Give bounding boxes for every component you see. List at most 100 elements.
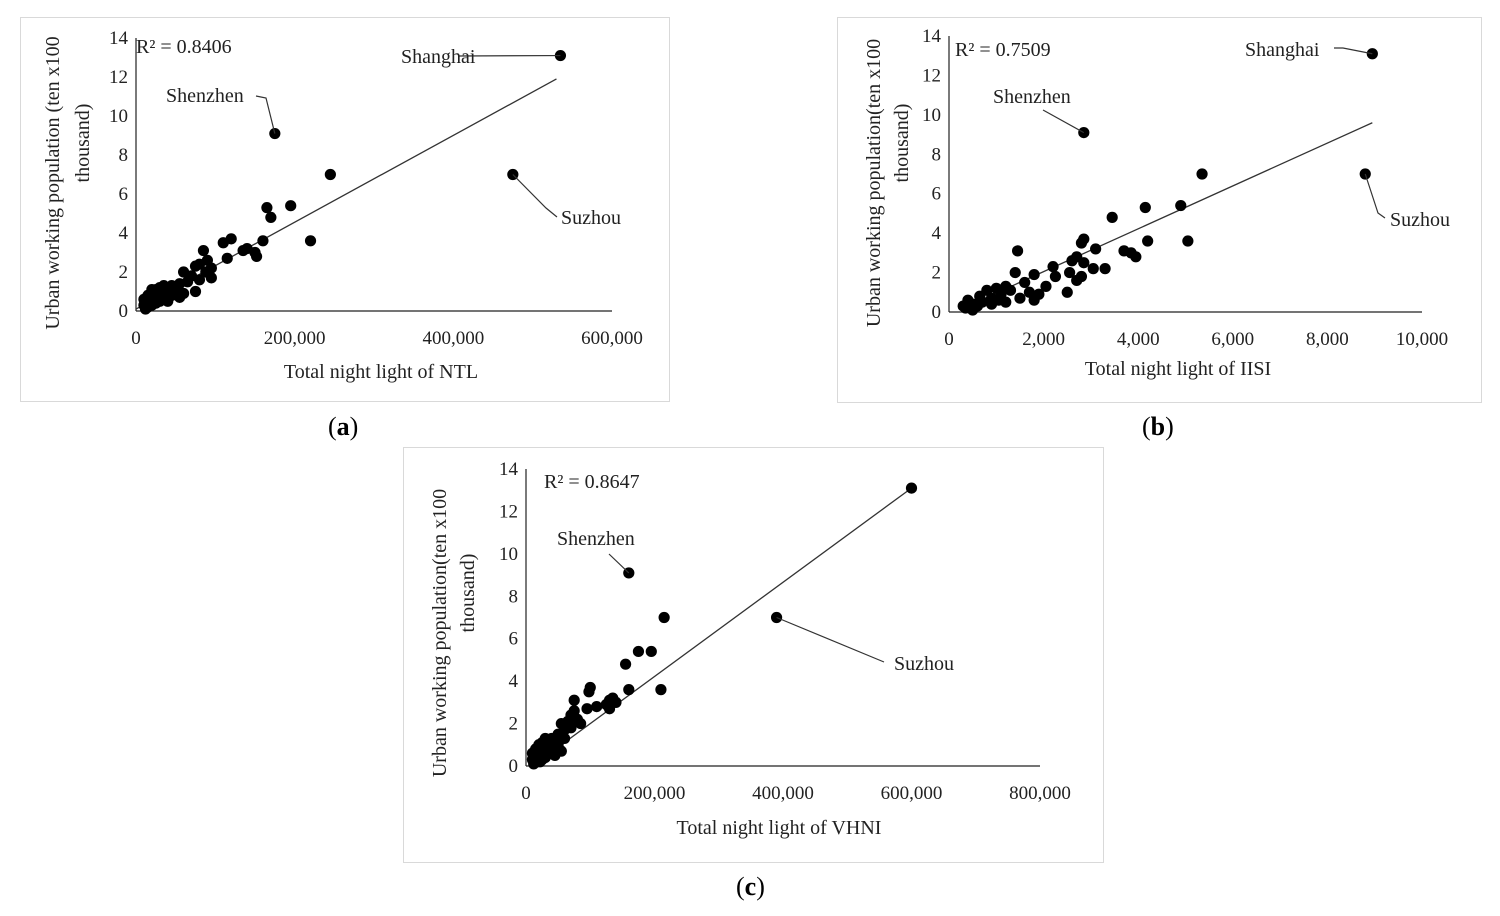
scatter-plot-c: 0 2 4 6 8 10 12 14 0 200,000 400,000 600,000 800,000… [429,459,1071,839]
x-tick-label: 6,000 [1211,329,1254,350]
data-point [217,237,229,249]
data-point [1130,251,1142,263]
data-point [645,645,657,658]
data-point-shanghai [1366,48,1378,60]
y-axis-label-line2: thousand) [891,104,913,183]
x-axis-label: Total night light of IISI [1085,358,1271,380]
data-point [534,756,546,768]
y-tick-label: 4 [509,671,519,692]
y-tick-label: 10 [109,106,128,127]
data-point [1014,292,1026,304]
x-tick-label: 8,000 [1306,329,1349,350]
x-tick-label: 0 [131,328,141,349]
data-point [658,611,670,624]
annotation-suzhou: Suzhou [561,207,621,229]
y-axis-label: Urban working population(ten x100 [863,39,885,327]
annotation-shanghai: Shanghai [401,46,476,68]
data-point [1075,237,1088,249]
chart-panel-c: 0 2 4 6 8 10 12 14 0 200,000 400,000 600,000 800,000… [403,447,1104,863]
x-tick-label: 4,000 [1117,329,1160,350]
x-tick-label: 800,000 [1009,783,1071,804]
data-point-shanghai [905,482,918,494]
data-point [1009,266,1021,279]
caption-c: (c) [736,872,765,901]
data-point [1028,268,1040,281]
annotation-suzhou: Suzhou [1390,209,1450,231]
y-tick-label: 2 [509,714,519,735]
annotation-shenzhen: Shenzhen [166,85,244,107]
annotation-shenzhen: Shenzhen [557,528,635,550]
chart-panel-a: 0 2 4 6 8 10 12 14 0 200,000 400,000 600,000 Total n… [20,17,670,402]
data-point [1106,211,1118,223]
x-tick-label: 200,000 [624,783,686,804]
annotation-leader-suzhou [776,616,885,663]
data-point [265,211,277,223]
data-point [619,658,632,670]
data-point [257,235,269,247]
data-point [189,285,202,298]
y-tick-label: 14 [109,28,129,49]
scatter-plot-a: 0 2 4 6 8 10 12 14 0 200,000 400,000 600,000 Total n… [42,28,643,383]
annotation-shenzhen: Shenzhen [993,86,1071,108]
data-point [546,743,558,755]
data-point [1040,280,1052,292]
data-point [1061,286,1073,298]
y-tick-label: 14 [922,26,942,47]
y-tick-label: 12 [109,67,128,88]
data-point [162,295,174,307]
y-tick-label: 10 [499,544,518,565]
data-point-shanghai [554,49,567,62]
y-tick-label: 8 [932,144,942,165]
r-squared-label: R² = 0.8647 [544,471,640,493]
annotation-leader-shenzhen [1042,109,1085,134]
y-tick-label: 4 [932,223,942,244]
data-point [1087,263,1099,275]
data-point [261,202,273,214]
data-point [1090,243,1102,255]
x-tick-label: 2,000 [1022,329,1065,350]
x-axis-label: Total night light of NTL [284,361,478,383]
y-axis-label: Urban working population (ten x100 [42,36,64,329]
y-axis-label: Urban working population(ten x100 [429,489,451,777]
data-point [623,684,635,696]
x-tick-label: 0 [944,329,954,350]
data-point [221,252,233,264]
data-point [193,274,206,286]
y-tick-label: 12 [922,65,941,86]
data-point [583,686,595,698]
caption-a: (a) [328,412,359,441]
y-tick-label: 2 [119,262,129,283]
y-tick-label: 6 [119,184,129,205]
y-tick-label: 6 [932,184,942,205]
data-point [967,304,979,316]
y-tick-label: 8 [119,145,129,166]
data-point [1047,261,1059,273]
y-tick-label: 2 [932,263,942,284]
y-tick-label: 6 [509,629,519,650]
data-point [1182,235,1194,247]
y-tick-label: 8 [509,586,519,607]
data-point [189,260,202,272]
data-point [1049,270,1062,283]
r-squared-label: R² = 0.7509 [955,39,1051,61]
annotation-shanghai: Shanghai [1245,39,1320,61]
data-point [250,250,263,262]
data-point [1019,276,1031,289]
data-point [1004,284,1017,296]
scatter-plot-b: 0 2 4 6 8 10 12 14 0 2,000 4,000 6,000 8,000 10,000 To… [863,26,1450,380]
y-tick-label: 14 [499,459,519,480]
data-point [1099,263,1111,275]
x-tick-label: 600,000 [881,783,943,804]
data-point [568,694,580,706]
data-point [197,244,210,257]
data-point [591,701,603,713]
r-squared-label: R² = 0.8406 [136,36,232,58]
x-tick-label: 400,000 [752,783,814,804]
x-tick-label: 200,000 [264,328,326,349]
data-point [1196,168,1208,180]
data-point [304,235,317,247]
data-point [1066,255,1078,267]
data-point [1011,245,1024,257]
x-tick-label: 600,000 [581,328,643,349]
y-tick-label: 4 [119,223,129,244]
